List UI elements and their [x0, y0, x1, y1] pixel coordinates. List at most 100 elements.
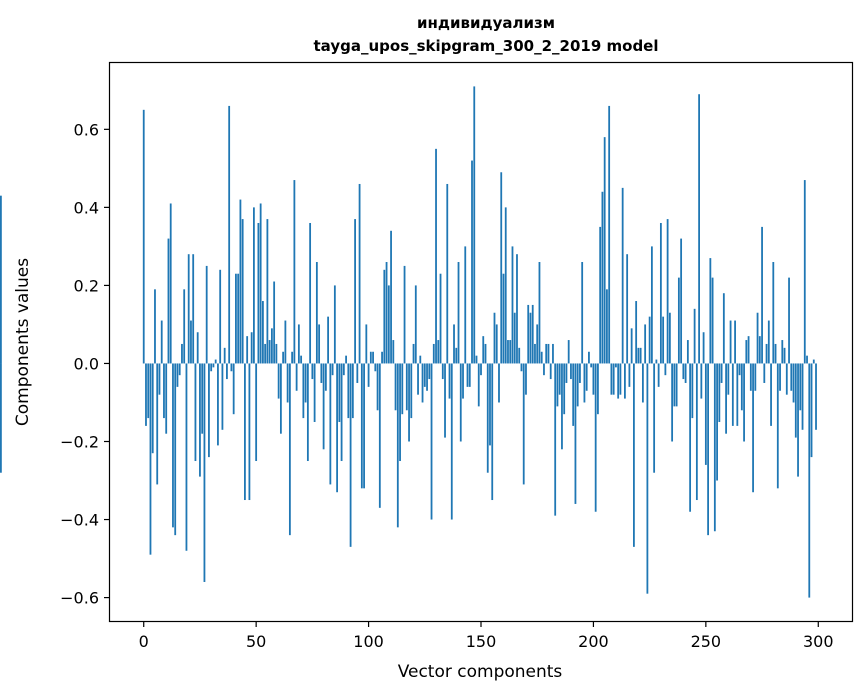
bar-238 — [677, 277, 680, 364]
bar-231 — [662, 316, 665, 364]
bar-149 — [477, 363, 480, 407]
bar-4 — [151, 363, 154, 454]
bar-192 — [574, 363, 577, 504]
bar-26 — [201, 363, 204, 434]
bar-188 — [565, 363, 568, 383]
bar-118 — [408, 363, 410, 442]
bar-136 — [448, 363, 451, 399]
bar-undefined — [0, 195, 2, 364]
bar-285 — [783, 347, 786, 364]
bar-125 — [423, 363, 426, 387]
bar-269 — [747, 336, 750, 364]
bar-274 — [758, 336, 761, 364]
bar-294 — [803, 180, 806, 364]
bar-108 — [385, 262, 388, 364]
bar-205 — [603, 137, 606, 364]
bar-155 — [491, 363, 494, 501]
bar-55 — [266, 219, 269, 364]
chart-subtitle: tayga_upos_skipgram_300_2_2019 model — [314, 37, 659, 55]
bar-48 — [250, 332, 253, 364]
bar-201 — [594, 363, 597, 512]
bar-63 — [284, 320, 287, 364]
x-tick-label: 200 — [578, 632, 609, 651]
bar-180 — [547, 343, 550, 364]
bar-292 — [799, 363, 802, 411]
bar-22 — [192, 254, 195, 364]
bar-150 — [480, 363, 482, 376]
bar-168 — [520, 363, 523, 372]
bar-0 — [142, 109, 145, 364]
bar-260 — [727, 363, 730, 395]
bar-244 — [691, 363, 694, 419]
bar-293 — [801, 363, 804, 430]
bar-223 — [644, 324, 647, 364]
bar-220 — [637, 347, 640, 364]
bar-102 — [372, 351, 374, 364]
bar-20 — [187, 254, 190, 364]
bar-24 — [196, 332, 199, 364]
bar-85 — [333, 285, 336, 364]
bar-280 — [772, 262, 775, 364]
bar-88 — [340, 363, 343, 462]
bar-183 — [554, 363, 557, 516]
bar-12 — [169, 203, 172, 364]
bar-198 — [588, 351, 590, 364]
bar-278 — [767, 320, 770, 364]
bar-25 — [199, 363, 201, 477]
bar-196 — [583, 363, 586, 403]
bar-144 — [466, 363, 469, 387]
bar-142 — [462, 363, 464, 399]
bar-194 — [579, 363, 581, 383]
x-tick-label: 250 — [691, 632, 722, 651]
bar-127 — [428, 363, 431, 380]
bar-207 — [608, 105, 611, 364]
bar-96 — [358, 183, 361, 364]
plot-frame — [108, 61, 854, 623]
bar-218 — [633, 363, 635, 547]
bar-245 — [693, 308, 696, 364]
x-axis-ticks: 0 50 100 150 200 250 300 — [139, 621, 834, 651]
bar-268 — [745, 340, 748, 364]
bar-71 — [302, 363, 305, 419]
bar-51 — [257, 222, 260, 364]
bar-241 — [684, 363, 687, 383]
bar-45 — [244, 363, 246, 501]
bar-60 — [277, 363, 280, 399]
y-tick-label: 0.4 — [74, 198, 99, 217]
bar-240 — [682, 363, 685, 380]
bar-217 — [630, 328, 633, 364]
bar-65 — [288, 363, 291, 536]
bar-299 — [815, 363, 817, 430]
bar-235 — [671, 363, 674, 442]
bar-42 — [237, 273, 240, 364]
bar-162 — [507, 340, 509, 364]
bar-163 — [509, 340, 512, 364]
bar-32 — [214, 359, 217, 364]
bar-7 — [158, 363, 161, 395]
bar-119 — [410, 363, 413, 419]
bar-9 — [163, 363, 165, 419]
bar-84 — [331, 363, 334, 376]
bar-164 — [511, 246, 514, 364]
bar-35 — [221, 363, 224, 430]
bar-170 — [525, 363, 527, 395]
bar-61 — [279, 363, 282, 434]
x-tick-label: 0 — [139, 632, 149, 651]
bar-279 — [770, 363, 772, 426]
bar-176 — [538, 262, 541, 364]
bar-90 — [345, 355, 347, 364]
bar-2 — [147, 363, 150, 419]
bar-209 — [612, 363, 615, 395]
bar-93 — [351, 363, 354, 419]
y-tick-label: 0.0 — [74, 354, 99, 373]
bar-146 — [471, 160, 473, 364]
bar-3 — [149, 363, 152, 555]
bar-33 — [217, 363, 219, 446]
bar-123 — [419, 355, 422, 364]
bar-62 — [282, 351, 285, 364]
bar-216 — [628, 363, 631, 387]
bar-225 — [648, 316, 651, 364]
bar-224 — [646, 363, 649, 594]
bar-226 — [650, 246, 653, 364]
bar-203 — [599, 226, 602, 364]
